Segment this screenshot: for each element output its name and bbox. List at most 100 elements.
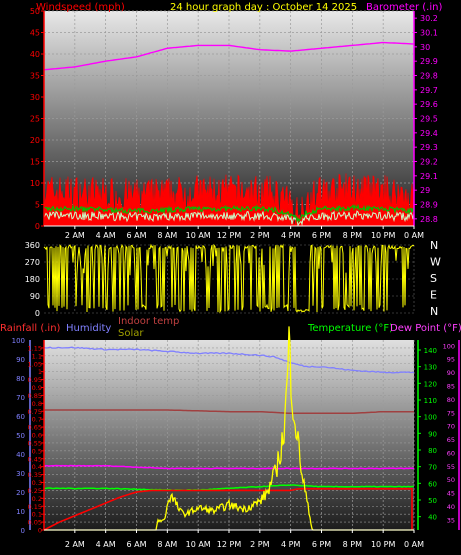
x-tick-label: 8 PM — [343, 231, 362, 240]
humidity-tick-label: 10 — [16, 508, 25, 516]
barometer-tick-label: 30.2 — [420, 14, 438, 23]
rainfall-tick-label: 0.9 — [32, 384, 42, 392]
dewpoint-tick-label: 35 — [447, 516, 455, 524]
x-tick-label: 10 PM — [371, 540, 396, 549]
barometer-tick-label: 29.6 — [420, 100, 438, 109]
humidity-tick-label: 60 — [16, 413, 25, 421]
temperature-tick-label: 40 — [428, 514, 437, 522]
humidity-tick-label: 100 — [12, 337, 25, 345]
dewpoint-tick-label: 90 — [447, 369, 455, 377]
dewpoint-series — [43, 464, 415, 470]
temperature-tick-label: 130 — [424, 364, 437, 372]
humidity-tick-label: 40 — [16, 451, 25, 459]
dewpoint-tick-label: 50 — [447, 476, 455, 484]
rainfall-tick-label: 0.3 — [32, 479, 42, 487]
barometer-tick-label: 29.1 — [420, 172, 438, 181]
rainfall-tick-label: 0.35 — [28, 471, 42, 479]
indoor-temp-legend: Indoor temp — [118, 316, 179, 327]
humidity-legend: Humidity — [66, 323, 111, 334]
barometer-tick-label: 29.4 — [420, 129, 438, 138]
temperature-tick-label: 70 — [428, 464, 437, 472]
barometer-tick-label: 29 — [420, 186, 430, 195]
dewpoint-tick-label: 85 — [447, 382, 455, 390]
rainfall-tick-label: 0.7 — [32, 416, 42, 424]
humidity-tick-label: 80 — [16, 375, 25, 383]
wind-tick-label: 20 — [30, 136, 40, 145]
x-tick-label: 6 PM — [312, 540, 331, 549]
temperature-tick-label: 110 — [424, 397, 437, 405]
rainfall-tick-label: 0.2 — [32, 495, 42, 503]
wind-tick-label: 5 — [35, 201, 40, 210]
x-tick-label: 6 AM — [126, 540, 146, 549]
rainfall-tick-label: 1 — [38, 368, 42, 376]
rainfall-tick-label: 0.65 — [28, 424, 42, 432]
barometer-tick-label: 30 — [420, 43, 430, 52]
x-tick-label: 6 PM — [312, 231, 331, 240]
x-tick-label: 10 PM — [371, 231, 396, 240]
temperature-axis-title: Temperature (°F) — [307, 323, 393, 334]
rainfall-tick-label: 0.4 — [32, 463, 42, 471]
dewpoint-tick-label: 60 — [447, 449, 455, 457]
x-tick-label: 6 AM — [126, 231, 146, 240]
humidity-tick-label: 20 — [16, 489, 25, 497]
wind-tick-label: 50 — [30, 7, 40, 16]
x-tick-label: 10 AM — [186, 540, 211, 549]
x-tick-label: 4 AM — [96, 231, 116, 240]
barometer-tick-label: 29.2 — [420, 158, 438, 167]
humidity-tick-label: 70 — [16, 394, 25, 402]
rainfall-tick-label: 0.45 — [28, 455, 42, 463]
direction-tick-label: 180 — [25, 275, 40, 284]
x-tick-label: 2 AM — [65, 231, 85, 240]
rainfall-tick-label: 0.75 — [28, 408, 42, 416]
wind-axis-title: Windspeed (mph) — [36, 2, 125, 13]
humidity-tick-label: 50 — [16, 432, 25, 440]
temperature-tick-label: 140 — [424, 347, 437, 355]
x-tick-label: 10 AM — [186, 231, 211, 240]
x-tick-label: 8 PM — [343, 540, 362, 549]
humidity-tick-label: 30 — [16, 470, 25, 478]
dewpoint-tick-label: 45 — [447, 490, 455, 498]
wind-tick-label: 30 — [30, 93, 40, 102]
dewpoint-tick-label: 70 — [447, 423, 455, 431]
humidity-tick-label: 0 — [21, 527, 25, 535]
wind-direction-series — [43, 243, 415, 314]
wind-tick-label: 0 — [35, 222, 40, 231]
compass-label: E — [430, 289, 437, 302]
wind-tick-label: 10 — [30, 179, 40, 188]
barometer-tick-label: 29.8 — [420, 72, 438, 81]
x-tick-label: 4 PM — [281, 231, 300, 240]
x-tick-label: 0 AM — [404, 231, 424, 240]
temperature-tick-label: 90 — [428, 430, 437, 438]
dewpoint-tick-label: 65 — [447, 436, 455, 444]
rainfall-tick-label: 0.8 — [32, 400, 42, 408]
rainfall-tick-label: 0.05 — [28, 519, 42, 527]
indoor-temp-series — [44, 409, 414, 415]
dewpoint-tick-label: 80 — [447, 396, 455, 404]
barometer-tick-label: 30.1 — [420, 29, 438, 38]
temperature-tick-label: 50 — [428, 497, 437, 505]
x-tick-label: 2 AM — [65, 540, 85, 549]
temperature-tick-label: 80 — [428, 447, 437, 455]
x-tick-label: 0 AM — [404, 540, 424, 549]
barometer-tick-label: 28.9 — [420, 201, 438, 210]
barometer-tick-label: 29.9 — [420, 57, 438, 66]
temperature-series — [43, 484, 414, 491]
direction-tick-label: 360 — [25, 241, 40, 250]
barometer-axis-title: Barometer (.in) — [366, 2, 442, 13]
compass-label: N — [430, 305, 438, 318]
windspeed-series — [43, 173, 415, 227]
solar-legend: Solar — [118, 328, 144, 339]
rainfall-tick-label: 0.55 — [28, 439, 42, 447]
barometer-series — [43, 41, 415, 71]
chart-title: 24 hour graph day : October 14 2025 — [170, 2, 357, 13]
x-tick-label: 8 AM — [157, 540, 177, 549]
direction-tick-label: 90 — [30, 292, 40, 301]
wind-tick-label: 35 — [30, 72, 40, 81]
rainfall-tick-label: 0.1 — [32, 511, 42, 519]
temperature-tick-label: 100 — [424, 414, 437, 422]
wind-tick-label: 25 — [30, 115, 40, 124]
dewpoint-tick-label: 100 — [443, 342, 455, 350]
barometer-tick-label: 29.3 — [420, 143, 438, 152]
wind-tick-label: 45 — [30, 29, 40, 38]
rainfall-tick-label: 0.15 — [28, 503, 42, 511]
